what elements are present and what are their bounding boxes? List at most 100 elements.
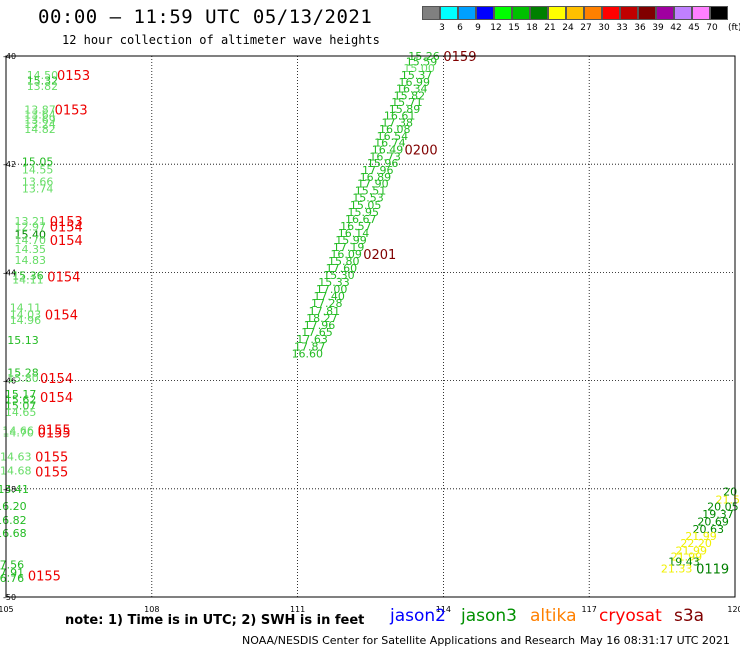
swh-label: 13.21 (15, 215, 47, 228)
legend-label: 39 (652, 23, 664, 33)
satellite-jason2: jason2 (390, 606, 446, 626)
legend-label: 18 (526, 23, 538, 33)
swh-label: 16.99 (398, 76, 430, 89)
legend-label: 12 (490, 23, 502, 33)
swh-label: 15.30 (323, 269, 355, 282)
swh-label: 16.82 (0, 514, 27, 527)
swh-label: 14.70 (15, 234, 47, 247)
swh-label: 17.96 (362, 164, 394, 177)
swh-label: 15.41 (0, 483, 29, 496)
footer-credit: NOAA/NESDIS Center for Satellite Applica… (242, 634, 576, 647)
map-frame (5, 55, 736, 598)
footer-timestamp: May 16 08:31:17 UTC 2021 (580, 634, 730, 647)
swh-label: 13.69 (24, 113, 56, 126)
lat-tick-label: -42 (3, 160, 16, 169)
swh-label: 14.50 (27, 69, 59, 82)
legend-label: 27 (580, 23, 592, 33)
legend-label: 30 (598, 23, 610, 33)
swh-label: 22.20 (680, 537, 712, 550)
swh-label: 15.62 (5, 394, 37, 407)
legend-swatch (530, 6, 548, 20)
swh-label: 13.82 (27, 80, 59, 93)
swh-label: 21.33 (661, 562, 693, 575)
legend-label: 36 (634, 23, 646, 33)
swh-label: 16.73 (369, 151, 401, 164)
swh-label: 17.96 (304, 319, 336, 332)
swh-label: 16.67 (345, 213, 377, 226)
time-label: 0154 (45, 309, 78, 324)
legend-swatch (584, 6, 602, 20)
legend-swatch (602, 6, 620, 20)
legend-swatch (674, 6, 692, 20)
swh-label: 14.35 (15, 243, 47, 256)
legend-label: 15 (508, 23, 520, 33)
legend-swatch (512, 6, 530, 20)
swh-label: 17.90 (357, 178, 389, 191)
lon-tick-label: 117 (582, 605, 597, 614)
map-title: 00:00 – 11:59 UTC 05/13/2021 (38, 6, 373, 28)
time-label: 0119 (696, 562, 729, 577)
legend-label: 9 (475, 23, 481, 33)
swh-label: 15.80 (7, 372, 39, 385)
swh-label: 14.65 (5, 406, 37, 419)
time-label: 0154 (40, 391, 73, 406)
legend-swatch (548, 6, 566, 20)
lon-tick-label: 114 (436, 605, 451, 614)
legend-unit: (ft) (728, 23, 740, 33)
swh-label: 21.99 (676, 544, 708, 557)
swh-label: 21.99 (671, 550, 703, 563)
swh-label: 15.51 (355, 185, 387, 198)
swh-label: 21.5 (715, 494, 740, 507)
swh-label: 15.36 (12, 270, 44, 283)
legend-swatch (422, 6, 440, 20)
swh-label: 20.69 (697, 515, 729, 528)
swh-label: 16.20 (0, 500, 27, 513)
time-label: 0155 (28, 569, 61, 584)
swh-label: 13.64 (24, 108, 56, 121)
swh-label: 17.28 (311, 297, 343, 310)
legend-label: 33 (616, 23, 628, 33)
track-central: 15.2615.5915.0015.3716.9916.3415.8215.71… (292, 50, 477, 361)
time-label: 0155 (35, 450, 68, 465)
satellite-cryosat: cryosat (599, 606, 662, 626)
swh-label: 15.32 (27, 74, 59, 87)
swh-label: 16.08 (379, 123, 411, 136)
swh-label: 21.99 (685, 530, 717, 543)
legend-label: 42 (670, 23, 682, 33)
swh-label: 17.87 (294, 341, 326, 354)
swh-label: 14.55 (22, 164, 54, 177)
swh-label: 14.03 (10, 309, 42, 322)
swh-label: 17.38 (381, 117, 413, 130)
time-label: 0154 (47, 271, 80, 286)
swh-label: 15.00 (403, 62, 435, 75)
swh-label: 15.13 (7, 334, 39, 347)
swh-label: 15.05 (350, 199, 382, 212)
swh-label: 13.87 (24, 104, 56, 117)
legend-label: 45 (688, 23, 700, 33)
map-subtitle: 12 hour collection of altimeter wave hei… (62, 33, 380, 47)
legend-swatch (692, 6, 710, 20)
lat-tick-label: -44 (3, 268, 16, 277)
swh-label: 15.59 (406, 55, 438, 68)
swh-label: 14.63 (0, 450, 31, 463)
swh-label: 12.97 (15, 220, 47, 233)
time-label: 0201 (363, 248, 396, 263)
swh-label: 15.89 (389, 103, 421, 116)
time-label: 0153 (57, 69, 90, 84)
swh-label: 16.74 (374, 137, 406, 150)
swh-label: 16.76 (0, 572, 24, 585)
note-text: note: 1) Time is in UTC; 2) SWH is in fe… (65, 613, 365, 628)
swh-label: 20.05 (707, 501, 739, 514)
swh-label: 15.37 (401, 69, 433, 82)
swh-label: 16.89 (360, 171, 392, 184)
legend-swatch (476, 6, 494, 20)
swh-label: 15.07 (5, 399, 37, 412)
swh-label: 14.83 (15, 254, 47, 267)
swh-label: 16.49 (372, 144, 404, 157)
swh-label: 16.34 (396, 82, 428, 95)
swh-label: 14.11 (12, 273, 44, 286)
lon-tick-label: 105 (0, 605, 14, 614)
time-label: 0200 (405, 144, 438, 159)
swh-label: 14.82 (24, 123, 56, 136)
